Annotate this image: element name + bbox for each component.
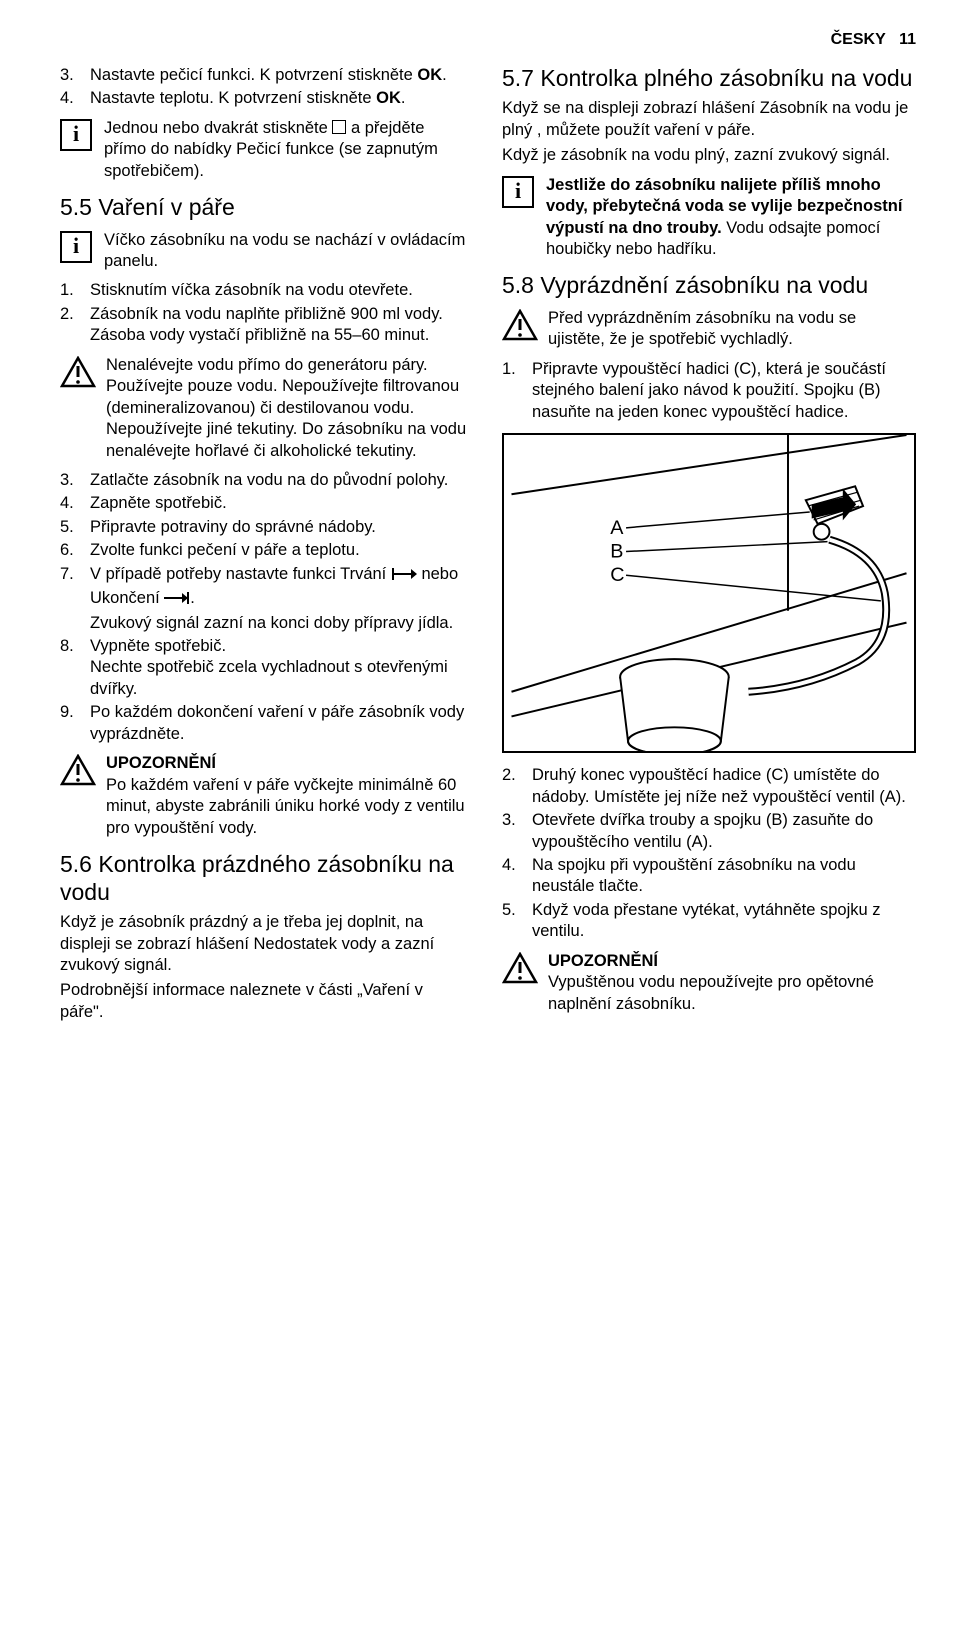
warning-note: Nenalévejte vodu přímo do generátoru pár…: [60, 355, 468, 462]
info-icon: i: [502, 176, 534, 208]
list-number: 3.: [502, 810, 532, 853]
list-number: 3.: [60, 470, 90, 491]
section-heading-5-8: 5.8 Vyprázdnění zásobníku na vodu: [502, 272, 916, 300]
right-column: 5.7 Kontrolka plného zásobníku na vodu K…: [502, 65, 916, 1028]
list-number: 9.: [60, 702, 90, 745]
list-body: Druhý konec vypouštěcí hadice (C) umístě…: [532, 765, 916, 808]
list-number: 4.: [60, 493, 90, 514]
list-item: 3. Otevřete dvířka trouby a spojku (B) z…: [502, 810, 916, 853]
page-number: 11: [899, 31, 916, 48]
list-body: Na spojku při vypouštění zásobníku na vo…: [532, 855, 916, 898]
end-icon: [164, 590, 190, 612]
list-item: 8. Vypněte spotřebič. Nechte spotřebič z…: [60, 636, 468, 700]
list-body: Zapněte spotřebič.: [90, 493, 468, 514]
warning-icon: [502, 309, 538, 341]
warning-note: UPOZORNĚNÍ Po každém vaření v páře vyčke…: [60, 753, 468, 839]
info-icon: i: [60, 119, 92, 151]
warning-note: Před vyprázdněním zásobníku na vodu se u…: [502, 308, 916, 351]
list-body: Nastavte pečicí funkci. K potvrzení stis…: [90, 65, 468, 86]
warning-text: UPOZORNĚNÍ Po každém vaření v páře vyčke…: [106, 753, 468, 839]
info-note: i Jestliže do zásobníku nalijete příliš …: [502, 175, 916, 261]
list-number: 5.: [502, 900, 532, 943]
warning-text: Před vyprázdněním zásobníku na vodu se u…: [548, 308, 916, 351]
list-number: 1.: [60, 280, 90, 301]
page-header: ČESKY 11: [60, 30, 916, 51]
info-text: Jednou nebo dvakrát stiskněte a přejděte…: [104, 118, 468, 182]
left-column: 3. Nastavte pečicí funkci. K potvrzení s…: [60, 65, 468, 1028]
list-item: 2. Zásobník na vodu naplňte přibližně 90…: [60, 304, 468, 347]
paragraph: Když je zásobník prázdný a je třeba jej …: [60, 912, 468, 976]
section-heading-5-6: 5.6 Kontrolka prázdného zásobníku na vod…: [60, 851, 468, 906]
list-body: Připravte potraviny do správné nádoby.: [90, 517, 468, 538]
list-body: Když voda přestane vytékat, vytáhněte sp…: [532, 900, 916, 943]
list-number: 1.: [502, 359, 532, 423]
list-item: 5. Když voda přestane vytékat, vytáhněte…: [502, 900, 916, 943]
warning-heading: UPOZORNĚNÍ: [106, 754, 216, 772]
list-item: 4. Nastavte teplotu. K potvrzení stiskně…: [60, 88, 468, 109]
warning-icon: [502, 952, 538, 984]
list-item: 7. V případě potřeby nastavte funkci Trv…: [60, 564, 468, 634]
list-number: 4.: [502, 855, 532, 898]
list-number: 8.: [60, 636, 90, 700]
list-number: 5.: [60, 517, 90, 538]
info-text: Jestliže do zásobníku nalijete příliš mn…: [546, 175, 916, 261]
paragraph: Když je zásobník na vodu plný, zazní zvu…: [502, 145, 916, 166]
drain-hose-figure: A B C: [502, 433, 916, 753]
list-number: 4.: [60, 88, 90, 109]
list-item: 2. Druhý konec vypouštěcí hadice (C) umí…: [502, 765, 916, 808]
list-body: Zásobník na vodu naplňte přibližně 900 m…: [90, 304, 468, 347]
list-body: Otevřete dvířka trouby a spojku (B) zasu…: [532, 810, 916, 853]
ok-label: OK: [376, 89, 401, 107]
list-item: 6. Zvolte funkci pečení v páře a teplotu…: [60, 540, 468, 561]
list-item: 3. Zatlačte zásobník na vodu na do původ…: [60, 470, 468, 491]
warning-note: UPOZORNĚNÍ Vypuštěnou vodu nepoužívejte …: [502, 951, 916, 1015]
list-body: Zvolte funkci pečení v páře a teplotu.: [90, 540, 468, 561]
warning-text: UPOZORNĚNÍ Vypuštěnou vodu nepoužívejte …: [548, 951, 916, 1015]
list-body: Zatlačte zásobník na vodu na do původní …: [90, 470, 468, 491]
info-icon: i: [60, 231, 92, 263]
section-heading-5-5: 5.5 Vaření v páře: [60, 194, 468, 222]
list-item: 4. Zapněte spotřebič.: [60, 493, 468, 514]
list-body: Po každém dokončení vaření v páře zásobn…: [90, 702, 468, 745]
list-body: Vypněte spotřebič. Nechte spotřebič zcel…: [90, 636, 468, 700]
ok-label: OK: [417, 66, 442, 84]
info-note: i Víčko zásobníku na vodu se nachází v o…: [60, 230, 468, 273]
label-c: C: [610, 564, 624, 586]
list-item: 1. Připravte vypouštěcí hadici (C), kter…: [502, 359, 916, 423]
info-note: i Jednou nebo dvakrát stiskněte a přejdě…: [60, 118, 468, 182]
duration-icon: [391, 566, 417, 588]
list-body: Stisknutím víčka zásobník na vodu otevře…: [90, 280, 468, 301]
list-number: 2.: [502, 765, 532, 808]
list-number: 7.: [60, 564, 90, 634]
list-body: V případě potřeby nastavte funkci Trvání…: [90, 564, 468, 634]
list-number: 2.: [60, 304, 90, 347]
section-heading-5-7: 5.7 Kontrolka plného zásobníku na vodu: [502, 65, 916, 93]
list-item: 5. Připravte potraviny do správné nádoby…: [60, 517, 468, 538]
list-number: 6.: [60, 540, 90, 561]
lang-label: ČESKY: [831, 31, 886, 48]
button-glyph-icon: [332, 120, 346, 134]
list-body: Nastavte teplotu. K potvrzení stiskněte …: [90, 88, 468, 109]
warning-icon: [60, 754, 96, 786]
list-item: 4. Na spojku při vypouštění zásobníku na…: [502, 855, 916, 898]
list-number: 3.: [60, 65, 90, 86]
list-item: 1. Stisknutím víčka zásobník na vodu ote…: [60, 280, 468, 301]
info-text: Víčko zásobníku na vodu se nachází v ovl…: [104, 230, 468, 273]
label-a: A: [610, 517, 624, 539]
warning-icon: [60, 356, 96, 388]
list-item: 9. Po každém dokončení vaření v páře zás…: [60, 702, 468, 745]
list-body: Připravte vypouštěcí hadici (C), která j…: [532, 359, 916, 423]
paragraph: Podrobnější informace naleznete v části …: [60, 980, 468, 1023]
list-item: 3. Nastavte pečicí funkci. K potvrzení s…: [60, 65, 468, 86]
warning-text: Nenalévejte vodu přímo do generátoru pár…: [106, 355, 468, 462]
warning-heading: UPOZORNĚNÍ: [548, 952, 658, 970]
label-b: B: [610, 541, 623, 563]
paragraph: Když se na displeji zobrazí hlášení Záso…: [502, 98, 916, 141]
